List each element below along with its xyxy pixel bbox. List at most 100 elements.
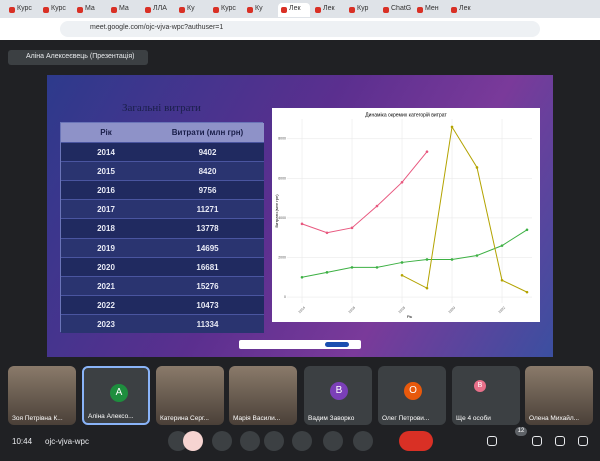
tab-icon xyxy=(451,7,457,13)
participant-tile[interactable]: Марія Васили... xyxy=(229,366,297,425)
data-point xyxy=(350,226,354,230)
control-button[interactable] xyxy=(240,431,260,451)
participant-tile[interactable]: Катерина Серг... xyxy=(156,366,224,425)
participant-tile[interactable]: В Вадим Заворко xyxy=(304,366,372,425)
y-axis-label: Витрати (млн грн) xyxy=(274,194,279,228)
tab-label: Курс xyxy=(51,5,66,12)
participant-name: Вадим Заворко xyxy=(308,415,355,422)
tab-icon xyxy=(417,7,423,13)
table-header-cell: Рік xyxy=(61,123,151,143)
table-cell: 2020 xyxy=(61,256,151,276)
tab[interactable]: ChatG xyxy=(380,3,412,17)
data-point xyxy=(325,271,329,274)
tab-icon xyxy=(315,7,321,13)
table-cell: 11271 xyxy=(151,199,264,219)
data-point xyxy=(525,228,529,232)
address-bar[interactable] xyxy=(60,21,540,37)
tab-icon xyxy=(179,7,185,13)
participant-tile[interactable]: О Олег Петрови... xyxy=(378,366,446,425)
tab[interactable]: Лек xyxy=(278,3,310,17)
x-tick-label: 2020 xyxy=(448,306,456,314)
x-axis-label: Рік xyxy=(407,314,413,319)
participant-name: Аліна Алексо... xyxy=(88,413,134,420)
table-cell: 2016 xyxy=(61,180,151,200)
control-button[interactable] xyxy=(323,431,343,451)
participant-tile[interactable]: Олена Михайл... xyxy=(525,366,593,425)
tab[interactable]: ЛЛА xyxy=(142,3,174,17)
url: meet.google.com/ojc-vjva-wpc?authuser=1 xyxy=(90,24,224,31)
data-point xyxy=(450,125,454,129)
data-point xyxy=(450,258,454,261)
data-point xyxy=(325,231,329,235)
data-point xyxy=(300,275,304,279)
tab-label: Ма xyxy=(85,5,95,12)
tab-icon xyxy=(43,7,49,13)
participant-name: Олена Михайл... xyxy=(529,415,580,422)
data-point xyxy=(400,181,404,184)
table-cell: 2015 xyxy=(61,161,151,181)
table-cell: 2014 xyxy=(61,142,151,162)
control-button[interactable] xyxy=(353,431,373,451)
participant-name: Зоя Петрівна К... xyxy=(12,415,63,422)
tab-label: Лек xyxy=(323,5,335,12)
tab-icon xyxy=(111,7,117,13)
tab[interactable]: Лек xyxy=(312,3,344,17)
data-point xyxy=(375,204,379,208)
avatar: В xyxy=(330,382,348,400)
chart: Динаміка окремих категорій витрат 0 2000 40… xyxy=(272,108,540,322)
tab[interactable]: Ку xyxy=(176,3,208,17)
avatar: A xyxy=(110,384,128,402)
data-point xyxy=(500,278,504,282)
participant-tile[interactable]: В Ще 4 особи xyxy=(452,366,520,425)
series-line xyxy=(301,229,528,278)
tab[interactable]: Мен xyxy=(414,3,446,17)
tab[interactable]: Ма xyxy=(74,3,106,17)
control-button[interactable] xyxy=(292,431,312,451)
tab-label: Ма xyxy=(119,5,129,12)
tab-label: Ку xyxy=(255,5,263,12)
tab[interactable]: Лек xyxy=(448,3,480,17)
side-icon[interactable] xyxy=(532,436,542,446)
tab[interactable]: Курс xyxy=(40,3,72,17)
participant-tile[interactable]: A Аліна Алексо... xyxy=(82,366,150,425)
control-button[interactable] xyxy=(212,431,232,451)
table: Рік Витрати (млн грн) 2014 9402 2015 8420 2016… xyxy=(60,122,264,333)
tab[interactable]: Ку xyxy=(244,3,276,17)
leave-call-button[interactable] xyxy=(399,431,433,451)
side-icon[interactable] xyxy=(487,436,497,446)
table-cell: 2017 xyxy=(61,199,151,219)
data-point xyxy=(350,266,354,269)
data-point xyxy=(300,222,304,226)
people-count: 12 xyxy=(515,427,527,436)
tab-icon xyxy=(247,7,253,13)
table-cell: 2021 xyxy=(61,275,151,295)
table-cell: 8420 xyxy=(151,161,264,181)
side-icon[interactable] xyxy=(578,436,588,446)
y-tick-label: 2000 xyxy=(278,255,286,259)
participant-tile[interactable]: Зоя Петрівна К... xyxy=(8,366,76,425)
data-point xyxy=(475,166,479,169)
tab[interactable]: Ма xyxy=(108,3,140,17)
side-icon[interactable] xyxy=(555,436,565,446)
table-cell: 9756 xyxy=(151,180,264,200)
tab[interactable]: Курс xyxy=(210,3,242,17)
tab[interactable]: Курс xyxy=(6,3,38,17)
chart-title: Динаміка окремих категорій витрат xyxy=(365,111,447,118)
tab-label: ЛЛА xyxy=(153,5,167,12)
data-point xyxy=(425,258,429,261)
tab-label: Курс xyxy=(221,5,236,12)
tab[interactable]: Кур xyxy=(346,3,378,17)
x-tick-label: 2016 xyxy=(348,306,356,314)
table-cell: 9402 xyxy=(151,142,264,162)
participant-name: Катерина Серг... xyxy=(160,415,209,422)
y-tick-label: 4000 xyxy=(278,216,286,220)
control-button[interactable] xyxy=(264,431,284,451)
y-tick-label: 0 xyxy=(284,295,286,299)
tab-label: Мен xyxy=(425,5,439,12)
tab-icon xyxy=(349,7,355,13)
participant-name: Ще 4 особи xyxy=(456,415,491,422)
tab-icon xyxy=(383,7,389,13)
presenter-chip: Аліна Алексеєвець (Презентація) xyxy=(8,50,148,65)
control-button[interactable] xyxy=(183,431,203,451)
